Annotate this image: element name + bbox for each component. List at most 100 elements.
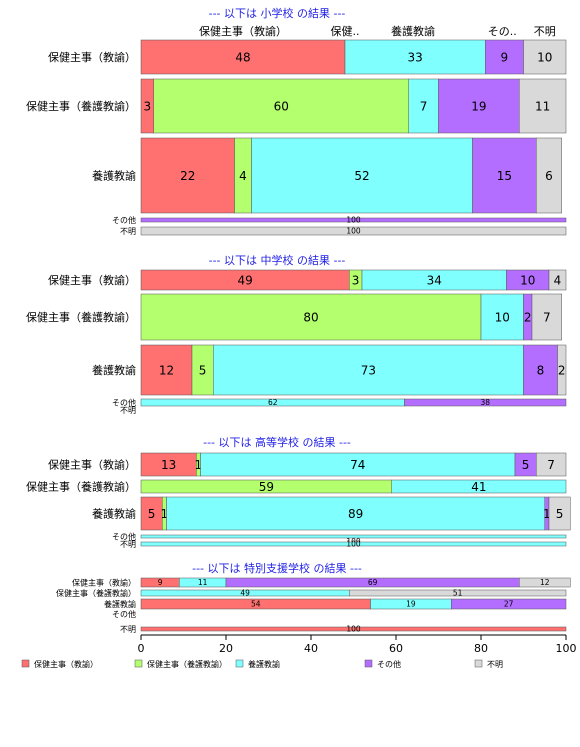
data-label-3-2-2: 19 bbox=[406, 600, 416, 609]
data-label-1-2-1: 5 bbox=[199, 363, 207, 377]
data-label-0-2-3: 15 bbox=[497, 169, 512, 183]
bar-segment-0-1-4 bbox=[519, 78, 567, 134]
column-header-3: その.. bbox=[488, 25, 517, 38]
bar-segment-0-0-2 bbox=[344, 39, 486, 75]
data-label-2-2-4: 5 bbox=[556, 507, 564, 521]
bar-segment-3-1-4 bbox=[349, 589, 567, 597]
bar-segment-1-2-4 bbox=[557, 344, 567, 396]
data-label-3-0-3: 69 bbox=[368, 578, 378, 587]
data-label-3-4-0: 100 bbox=[346, 625, 361, 634]
row-label-0-0: 保健主事（教諭） bbox=[48, 50, 136, 64]
data-label-3-1-2: 49 bbox=[240, 589, 250, 598]
row-label-2-3: その他 bbox=[112, 532, 136, 542]
data-label-1-1-3: 2 bbox=[524, 310, 532, 324]
row-label-2-4: 不明 bbox=[120, 540, 136, 549]
panel-title-0: --- 以下は 小学校 の結果 --- bbox=[209, 6, 346, 20]
row-label-1-2: 養護教諭 bbox=[92, 363, 136, 377]
data-label-2-4-2: 100 bbox=[346, 540, 361, 549]
bar-segment-0-3-3 bbox=[140, 217, 567, 223]
row-label-3-1: 保健主事（養護教諭） bbox=[56, 588, 136, 598]
legend-label-4: 不明 bbox=[487, 660, 503, 669]
row-label-3-4: 不明 bbox=[120, 625, 136, 634]
bar-segment-1-2-3 bbox=[523, 344, 558, 396]
data-label-2-3-2: 100 bbox=[346, 537, 361, 546]
data-label-0-2-0: 22 bbox=[180, 169, 195, 183]
legend-swatch-1 bbox=[134, 659, 143, 668]
data-label-0-0-4: 10 bbox=[537, 50, 552, 64]
bar-segment-0-2-4 bbox=[536, 137, 562, 214]
data-label-0-0-2: 33 bbox=[407, 50, 422, 64]
row-label-3-0: 保健主事（教諭） bbox=[72, 578, 136, 588]
data-label-1-1-2: 10 bbox=[495, 310, 510, 324]
data-label-1-2-4: 2 bbox=[558, 363, 566, 377]
data-label-0-1-3: 19 bbox=[471, 99, 486, 113]
bar-segment-1-1-2 bbox=[480, 293, 524, 341]
panel-title-3: --- 以下は 特別支援学校 の結果 --- bbox=[192, 561, 362, 575]
data-label-2-0-0: 13 bbox=[161, 458, 176, 472]
data-label-1-2-2: 73 bbox=[361, 363, 376, 377]
data-label-3-2-0: 54 bbox=[251, 600, 261, 609]
bar-segment-2-2-4 bbox=[548, 496, 571, 531]
column-header-1: 保健.. bbox=[331, 24, 360, 38]
legend-label-3: その他 bbox=[377, 659, 401, 669]
data-label-0-1-4: 11 bbox=[535, 99, 550, 113]
data-label-3-0-2: 11 bbox=[198, 578, 208, 587]
data-label-3-2-3: 27 bbox=[504, 600, 514, 609]
row-label-1-3: その他 bbox=[112, 398, 136, 408]
data-label-1-0-0: 49 bbox=[237, 273, 252, 287]
bar-segment-1-3-3 bbox=[404, 398, 567, 407]
bar-segment-0-0-3 bbox=[485, 39, 524, 75]
data-label-2-2-0: 5 bbox=[148, 507, 156, 521]
column-header-2: 養護教諭 bbox=[391, 24, 435, 38]
legend-swatch-3 bbox=[364, 659, 373, 668]
data-label-0-3-3: 100 bbox=[346, 216, 361, 225]
data-label-2-0-1: 1 bbox=[195, 458, 203, 472]
data-label-2-0-2: 74 bbox=[350, 458, 365, 472]
bar-segment-0-0-0 bbox=[140, 39, 346, 75]
x-tick-label-4: 80 bbox=[474, 642, 488, 655]
bar-segment-0-2-2 bbox=[251, 137, 473, 214]
column-header-4: 不明 bbox=[534, 25, 556, 38]
bar-segment-1-1-4 bbox=[531, 293, 562, 341]
bar-segment-1-1-1 bbox=[140, 293, 482, 341]
bar-segment-0-1-1 bbox=[153, 78, 409, 134]
data-label-2-1-2: 41 bbox=[471, 480, 486, 494]
row-label-0-2: 養護教諭 bbox=[92, 169, 136, 183]
bar-segment-0-2-3 bbox=[472, 137, 537, 214]
data-label-0-1-0: 3 bbox=[144, 99, 152, 113]
x-tick-label-1: 20 bbox=[219, 642, 233, 655]
data-label-1-0-3: 10 bbox=[520, 273, 535, 287]
bar-segment-1-2-0 bbox=[140, 344, 193, 396]
row-label-1-4: 不明 bbox=[120, 406, 136, 415]
data-label-1-0-2: 34 bbox=[427, 273, 442, 287]
data-label-0-2-2: 52 bbox=[354, 169, 369, 183]
data-label-2-2-2: 89 bbox=[348, 507, 363, 521]
bar-segment-3-4-0 bbox=[140, 626, 567, 632]
row-label-3-3: その他 bbox=[112, 609, 136, 619]
bar-segment-1-2-2 bbox=[213, 344, 524, 396]
row-label-2-0: 保健主事（教諭） bbox=[48, 458, 136, 472]
row-label-2-2: 養護教諭 bbox=[92, 507, 136, 521]
bar-segment-2-1-2 bbox=[391, 479, 567, 494]
data-label-1-0-1: 3 bbox=[352, 273, 360, 287]
legend-swatch-4 bbox=[474, 659, 483, 668]
row-label-2-1: 保健主事（養護教諭） bbox=[26, 480, 136, 494]
legend-label-0: 保健主事（教諭） bbox=[34, 659, 98, 669]
data-label-1-2-3: 8 bbox=[537, 363, 545, 377]
x-tick-label-5: 100 bbox=[556, 642, 577, 655]
data-label-3-1-4: 51 bbox=[453, 589, 463, 598]
data-label-3-0-0: 9 bbox=[158, 578, 163, 587]
panel-title-1: --- 以下は 中学校 の結果 --- bbox=[209, 253, 346, 267]
legend-label-2: 養護教諭 bbox=[248, 659, 280, 669]
data-label-0-1-1: 60 bbox=[274, 99, 289, 113]
data-label-0-0-3: 9 bbox=[501, 50, 509, 64]
row-label-0-3: その他 bbox=[112, 215, 136, 225]
bar-segment-0-2-0 bbox=[140, 137, 235, 214]
x-tick-label-2: 40 bbox=[304, 642, 318, 655]
row-label-1-0: 保健主事（教諭） bbox=[48, 273, 136, 287]
bar-segment-0-1-3 bbox=[438, 78, 520, 134]
column-header-0: 保健主事（教諭） bbox=[199, 24, 287, 38]
data-label-2-2-1: 1 bbox=[161, 507, 169, 521]
bar-segment-0-4-4 bbox=[140, 226, 567, 236]
x-tick-label-0: 0 bbox=[138, 642, 145, 655]
